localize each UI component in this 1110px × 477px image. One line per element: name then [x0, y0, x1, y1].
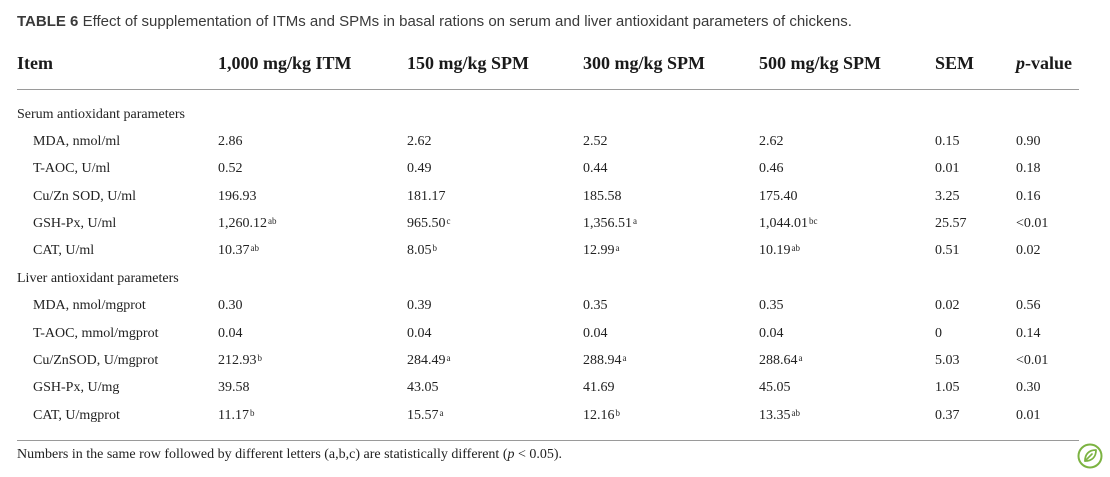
cell-itm: 196.93	[218, 189, 257, 204]
cell-spm500: 13.35ab	[759, 408, 800, 423]
cell-spm300: 0.04	[583, 326, 608, 341]
cell-spm300: 288.94a	[583, 353, 627, 368]
row-item: T-AOC, mmol/mgprot	[33, 326, 159, 341]
row-item: MDA, nmol/mgprot	[33, 298, 146, 313]
open-access-leaf-icon[interactable]	[1077, 443, 1103, 469]
cell-itm: 39.58	[218, 380, 250, 395]
cell-spm150: 0.39	[407, 298, 432, 313]
cell-spm500: 175.40	[759, 189, 798, 204]
cell-spm500: 1,044.01bc	[759, 216, 818, 231]
cell-p-value: 0.02	[1016, 243, 1041, 258]
cell-sem: 0.02	[935, 298, 960, 313]
footnote-before: Numbers in the same row followed by diff…	[17, 447, 508, 462]
cell-spm150: 965.50c	[407, 216, 451, 231]
row-item: Cu/ZnSOD, U/mgprot	[33, 353, 159, 368]
cell-spm150: 284.49a	[407, 353, 451, 368]
cell-sem: 0.15	[935, 134, 960, 149]
cell-spm300: 185.58	[583, 189, 622, 204]
cell-spm300: 12.99a	[583, 243, 620, 258]
cell-p-value: 0.16	[1016, 189, 1041, 204]
cell-p-value: 0.01	[1016, 408, 1041, 423]
header-itm: 1,000 mg/kg ITM	[218, 53, 352, 73]
cell-spm500: 0.46	[759, 161, 784, 176]
cell-itm: 11.17b	[218, 408, 255, 423]
header-spm150: 150 mg/kg SPM	[407, 53, 530, 73]
cell-spm150: 8.05b	[407, 243, 437, 258]
row-item: Cu/Zn SOD, U/ml	[33, 189, 137, 204]
footnote-after: < 0.05).	[514, 447, 563, 462]
header-spm300: 300 mg/kg SPM	[583, 53, 706, 73]
cell-sem: 3.25	[935, 189, 960, 204]
row-item: T-AOC, U/ml	[33, 161, 111, 176]
cell-spm150: 0.49	[407, 161, 432, 176]
cell-sem: 0	[935, 326, 942, 341]
cell-sem: 1.05	[935, 380, 960, 395]
cell-p-value: 0.30	[1016, 380, 1041, 395]
cell-p-value: <0.01	[1016, 216, 1049, 231]
header-spm500: 500 mg/kg SPM	[759, 53, 882, 73]
cell-p-value: 0.90	[1016, 134, 1041, 149]
cell-p-value: 0.14	[1016, 326, 1041, 341]
cell-sem: 5.03	[935, 353, 960, 368]
cell-itm: 1,260.12ab	[218, 216, 277, 231]
cell-itm: 0.52	[218, 161, 243, 176]
header-p-value: p-value	[1016, 52, 1072, 74]
cell-p-value: 0.18	[1016, 161, 1041, 176]
cell-spm150: 2.62	[407, 134, 432, 149]
table-label: TABLE 6	[17, 13, 79, 30]
cell-p-value: <0.01	[1016, 353, 1049, 368]
cell-spm300: 12.16b	[583, 408, 620, 423]
leaf-logo-svg	[1077, 443, 1103, 469]
cell-sem: 0.51	[935, 243, 960, 258]
table-caption: TABLE 6 Effect of supplementation of ITM…	[17, 13, 852, 30]
cell-spm150: 43.05	[407, 380, 439, 395]
row-item: CAT, U/ml	[33, 243, 95, 258]
cell-itm: 212.93b	[218, 353, 262, 368]
row-item: CAT, U/mgprot	[33, 408, 120, 423]
cell-spm300: 0.35	[583, 298, 608, 313]
row-item: GSH-Px, U/ml	[33, 216, 117, 231]
cell-spm150: 181.17	[407, 189, 446, 204]
cell-spm500: 288.64a	[759, 353, 803, 368]
cell-itm: 0.04	[218, 326, 243, 341]
cell-sem: 25.57	[935, 216, 967, 231]
cell-itm: 2.86	[218, 134, 243, 149]
header-rule	[17, 89, 1079, 90]
header-p-italic: p	[1016, 53, 1025, 73]
cell-sem: 0.01	[935, 161, 960, 176]
cell-spm300: 1,356.51a	[583, 216, 637, 231]
cell-spm300: 0.44	[583, 161, 608, 176]
footnote-p: p	[507, 447, 515, 462]
cell-spm500: 2.62	[759, 134, 784, 149]
section-title: Liver antioxidant parameters	[17, 271, 179, 286]
cell-spm150: 0.04	[407, 326, 432, 341]
cell-spm150: 15.57a	[407, 408, 444, 423]
table-caption-text: Effect of supplementation of ITMs and SP…	[82, 13, 852, 30]
header-sem: SEM	[935, 53, 975, 73]
cell-spm300: 41.69	[583, 380, 615, 395]
cell-itm: 0.30	[218, 298, 243, 313]
footer-rule	[17, 440, 1079, 441]
row-item: MDA, nmol/ml	[33, 134, 121, 149]
cell-sem: 0.37	[935, 408, 960, 423]
cell-spm300: 2.52	[583, 134, 608, 149]
cell-spm500: 10.19ab	[759, 243, 800, 258]
cell-p-value: 0.56	[1016, 298, 1041, 313]
cell-spm500: 0.35	[759, 298, 784, 313]
cell-spm500: 0.04	[759, 326, 784, 341]
section-title: Serum antioxidant parameters	[17, 107, 185, 122]
table-footnote: Numbers in the same row followed by diff…	[17, 447, 562, 463]
cell-spm500: 45.05	[759, 380, 791, 395]
cell-itm: 10.37ab	[218, 243, 259, 258]
row-item: GSH-Px, U/mg	[33, 380, 120, 395]
header-p-rest: -value	[1025, 53, 1072, 73]
header-item: Item	[17, 53, 53, 73]
